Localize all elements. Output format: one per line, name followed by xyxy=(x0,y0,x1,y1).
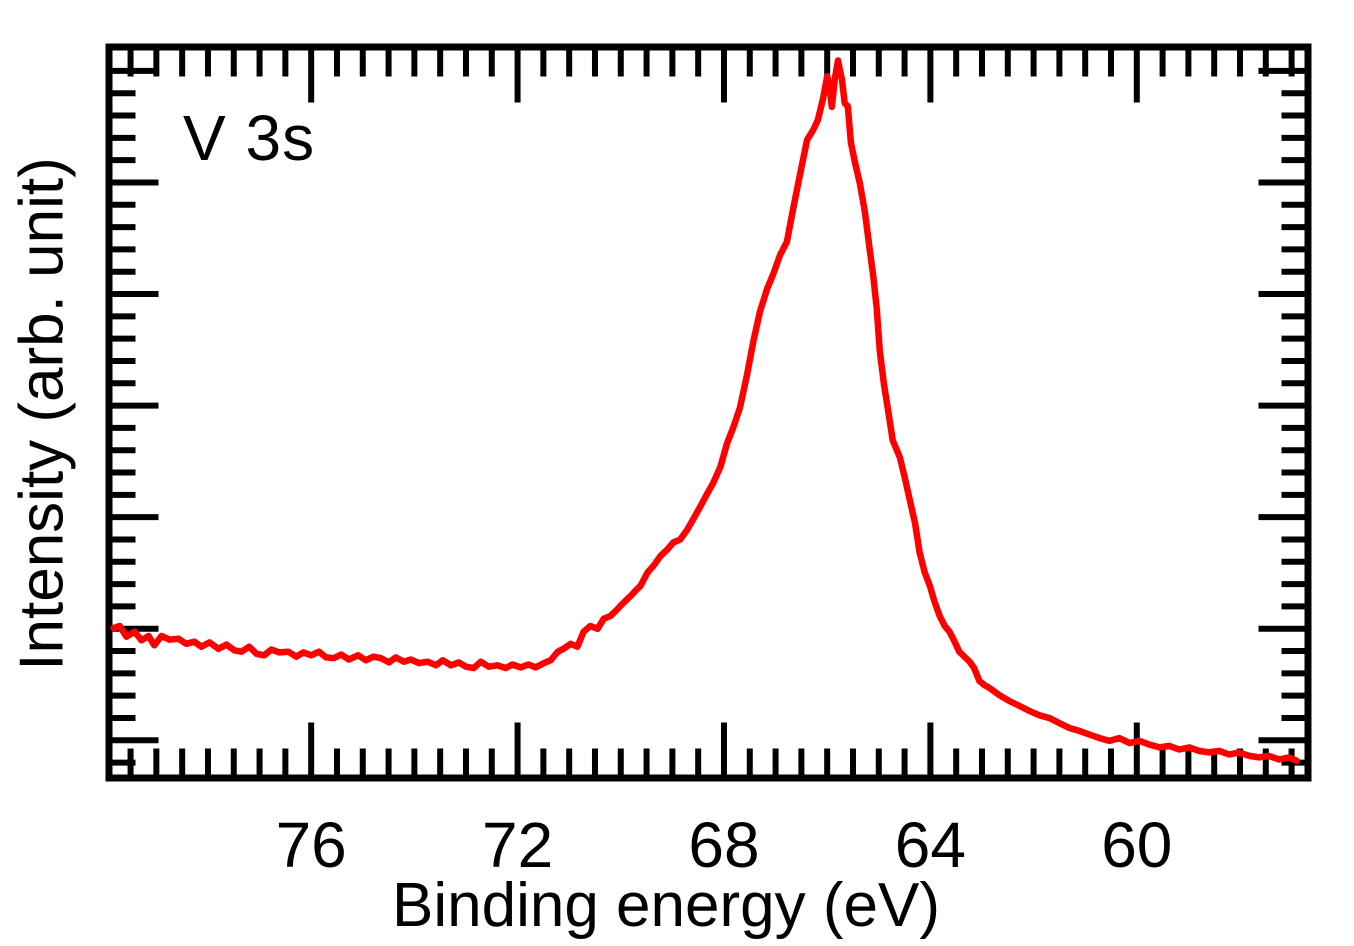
spectrum-line xyxy=(110,57,1301,765)
x-tick-label: 72 xyxy=(482,809,553,881)
x-axis-label: Binding energy (eV) xyxy=(392,871,940,940)
x-tick-label: 68 xyxy=(688,809,759,881)
y-axis-label: Intensity (arb. unit) xyxy=(7,157,77,671)
plot-frame xyxy=(105,43,1312,782)
x-tick-label: 64 xyxy=(895,809,966,881)
annotation-v3s: V 3s xyxy=(183,102,316,174)
x-tick-label: 60 xyxy=(1101,809,1172,881)
x-tick-label: 76 xyxy=(276,809,347,881)
